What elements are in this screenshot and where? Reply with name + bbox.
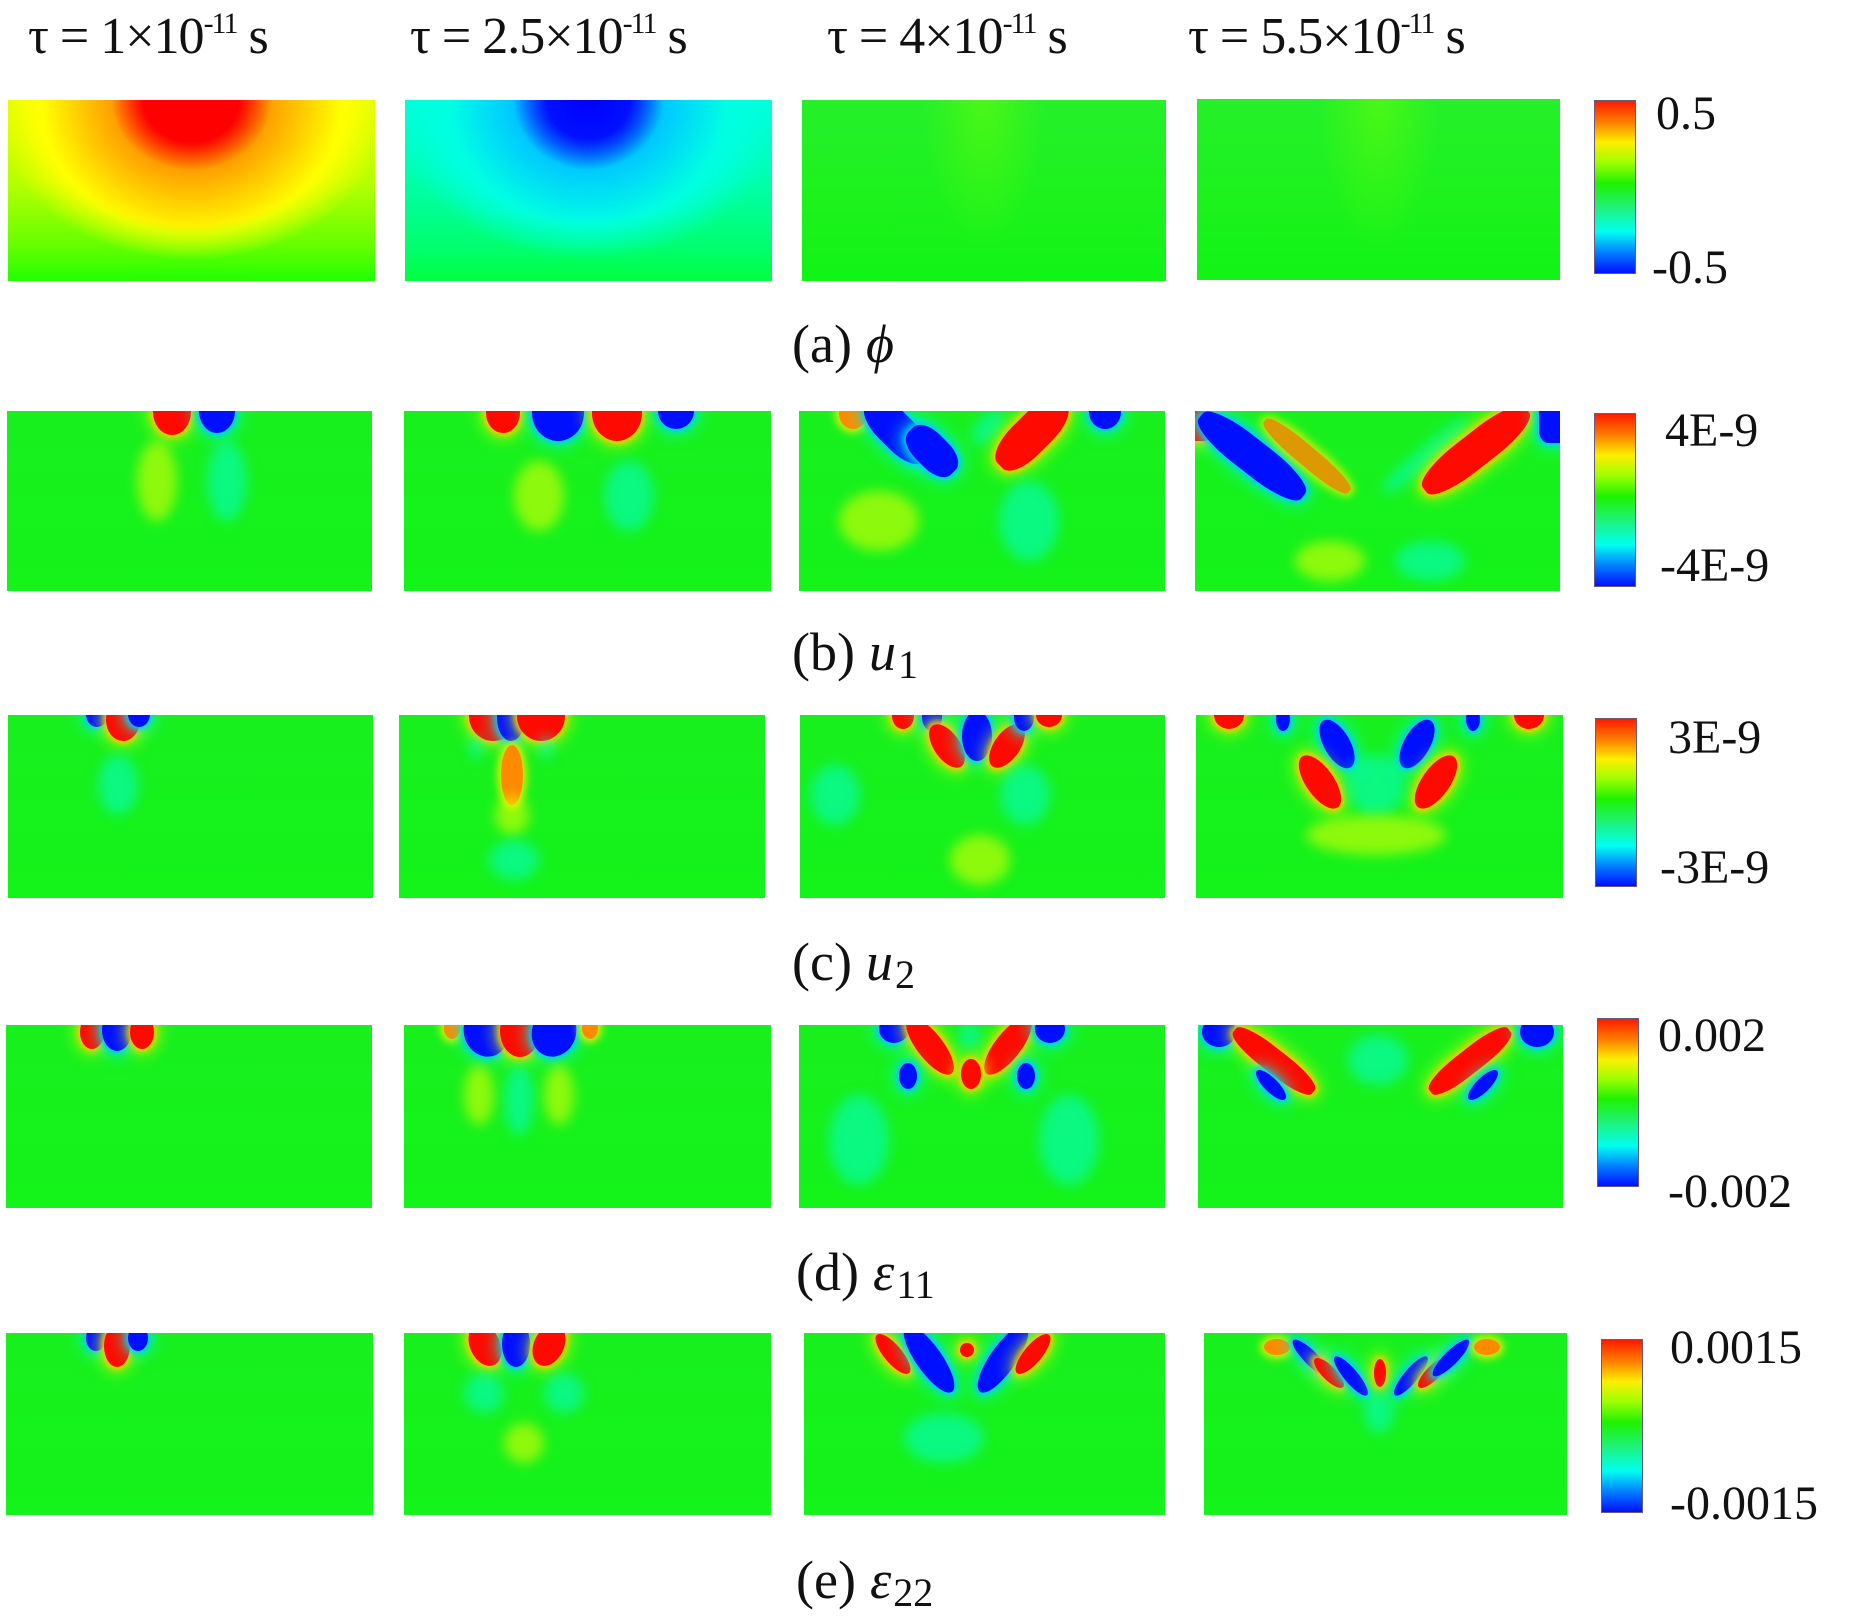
colorbar-max-label: 3E-9 (1668, 711, 1762, 764)
colorbar-u2 (1595, 718, 1637, 887)
header-exponent: -11 (203, 7, 239, 40)
column-header-3: τ = 4×10-11 s (827, 2, 1068, 79)
colorbar-max-label: 0.0015 (1670, 1321, 1802, 1374)
colorbar-min-label: -0.002 (1668, 1165, 1792, 1218)
column-header-2: τ = 2.5×10-11 s (410, 2, 688, 79)
contour-u2-t2 (399, 715, 765, 898)
header-unit: s (655, 8, 687, 65)
header-text: τ = 1×10 (28, 8, 205, 65)
colorbar-eps22 (1601, 1339, 1643, 1513)
colorbar-eps11 (1597, 1018, 1639, 1187)
caption-d: (d) ε11 (796, 1240, 935, 1309)
header-unit: s (1433, 8, 1465, 65)
column-header-1: τ = 1×10-11 s (28, 2, 269, 79)
header-text: τ = 5.5×10 (1188, 8, 1402, 65)
caption-subscript: 1 (897, 642, 918, 687)
contour-eps22-t2 (404, 1333, 771, 1515)
colorbar-max-label: 0.5 (1656, 87, 1716, 140)
contour-phi-t4 (1197, 99, 1560, 280)
contour-u1-t3 (799, 411, 1165, 591)
header-unit: s (1035, 8, 1067, 65)
caption-a: (a) ϕ (792, 312, 894, 376)
colorbar-min-label: -3E-9 (1660, 841, 1770, 894)
contour-u1-t2 (404, 411, 771, 591)
contour-eps11-t4 (1198, 1025, 1563, 1208)
caption-label: (b) (792, 622, 855, 682)
colorbar-max-label: 4E-9 (1665, 404, 1759, 457)
caption-subscript: 2 (894, 952, 915, 997)
contour-phi-t3 (802, 100, 1166, 281)
contour-u2-t3 (800, 715, 1165, 898)
contour-phi-t2 (405, 100, 772, 281)
caption-label: (c) (792, 932, 852, 992)
colorbar-max-label: 0.002 (1658, 1009, 1766, 1062)
caption-e: (e) ε22 (796, 1548, 933, 1617)
colorbar-u1 (1594, 413, 1636, 587)
contour-eps22-t1 (6, 1333, 373, 1515)
caption-symbol: u (868, 622, 896, 682)
contour-u2-t1 (8, 715, 373, 898)
caption-symbol: ϕ (865, 314, 894, 374)
contour-eps11-t1 (6, 1025, 372, 1208)
colorbar-min-label: -0.0015 (1670, 1477, 1818, 1530)
contour-eps11-t3 (799, 1025, 1165, 1208)
caption-subscript: 11 (896, 1262, 935, 1307)
contour-eps22-t4 (1204, 1333, 1567, 1515)
colorbar-phi (1594, 100, 1636, 274)
contour-phi-t1 (8, 100, 375, 281)
caption-label: (e) (796, 1550, 856, 1610)
caption-label: (a) (792, 314, 852, 374)
caption-b: (b) u1 (792, 620, 918, 689)
caption-symbol: ε (869, 1550, 892, 1610)
header-exponent: -11 (1400, 7, 1436, 40)
contour-u2-t4 (1196, 715, 1563, 898)
contour-u1-t1 (7, 411, 372, 591)
caption-symbol: ε (872, 1242, 895, 1302)
column-header-4: τ = 5.5×10-11 s (1188, 2, 1466, 79)
header-unit: s (236, 8, 268, 65)
header-text: τ = 4×10 (827, 8, 1004, 65)
header-exponent: -11 (1002, 7, 1038, 40)
caption-symbol: u (865, 932, 893, 992)
caption-c: (c) u2 (792, 930, 915, 999)
caption-label: (d) (796, 1242, 859, 1302)
caption-subscript: 22 (893, 1570, 934, 1615)
contour-eps22-t3 (804, 1333, 1165, 1515)
contour-eps11-t2 (404, 1025, 771, 1208)
header-exponent: -11 (622, 7, 658, 40)
contour-u1-t4 (1195, 411, 1560, 591)
header-text: τ = 2.5×10 (410, 8, 624, 65)
colorbar-min-label: -0.5 (1652, 241, 1728, 294)
colorbar-min-label: -4E-9 (1660, 539, 1770, 592)
